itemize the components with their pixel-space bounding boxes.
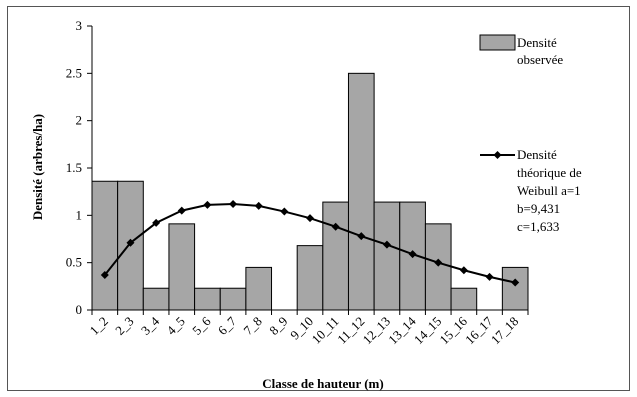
weibull-point — [100, 270, 109, 279]
bar-6_7 — [219, 287, 247, 311]
legend-label-weibull: théorique de — [517, 165, 582, 180]
weibull-point — [511, 278, 520, 287]
legend-label-weibull: Densité — [517, 147, 557, 162]
weibull-point — [126, 238, 135, 247]
y-tick-label: 0.5 — [66, 255, 82, 270]
weibull-point — [229, 199, 238, 208]
bars — [91, 72, 529, 311]
weibull-point — [280, 207, 289, 216]
x-tick-label: 4_5 — [163, 314, 187, 338]
x-tick-label: 5_6 — [189, 313, 214, 338]
bar-9_10 — [296, 245, 324, 311]
x-tick-label: 15_16 — [436, 313, 470, 347]
y-tick-label: 1.5 — [66, 160, 82, 175]
weibull-point — [459, 266, 468, 275]
bar-12_13 — [373, 201, 401, 311]
legend-label-weibull: b=9,431 — [517, 201, 560, 216]
x-tick-label: 1_2 — [87, 314, 111, 338]
legend-label-weibull: Weibull a=1 — [517, 183, 581, 198]
x-tick-label: 8_9 — [266, 314, 290, 338]
x-tick-label: 16_17 — [462, 313, 496, 347]
bar-7_8 — [245, 266, 273, 311]
weibull-point — [357, 232, 366, 241]
bar-17_18 — [501, 266, 529, 311]
x-tick-label: 3_4 — [138, 313, 163, 338]
bar-5_6 — [194, 287, 221, 311]
weibull-point — [306, 214, 314, 223]
bar-14_15 — [424, 223, 452, 311]
bar-1_2 — [91, 180, 119, 311]
x-tick-label: 6_7 — [215, 313, 240, 338]
y-axis: 0 0.5 1 1.5 2 2.5 3 — [66, 18, 93, 317]
weibull-point — [152, 218, 161, 227]
bar-10_11 — [322, 201, 349, 311]
weibull-point — [408, 250, 417, 259]
x-tick-label: 12_13 — [359, 314, 393, 348]
x-tick-label: 10_11 — [309, 314, 342, 347]
weibull-curve — [100, 199, 520, 287]
x-tick-label: 2_3 — [112, 314, 136, 338]
weibull-point — [382, 240, 391, 249]
x-tick-label: 14_15 — [411, 314, 445, 348]
legend: Densité observée Densité théorique de Weibul… — [479, 34, 582, 234]
weibull-point — [177, 206, 186, 215]
weibull-point — [203, 200, 212, 209]
y-tick-label: 2 — [76, 113, 83, 128]
x-tick-label: 11_12 — [334, 314, 367, 347]
weibull-point — [254, 201, 263, 210]
x-tick-label: 13_14 — [385, 313, 419, 347]
y-tick-label: 1 — [76, 207, 83, 222]
y-tick-label: 3 — [76, 18, 83, 33]
x-axis-title: Classe de hauteur (m) — [262, 376, 383, 391]
y-axis-title: Densité (arbres/ha) — [30, 114, 45, 220]
legend-marker-weibull — [493, 151, 502, 159]
legend-label-observed: Densité — [517, 35, 557, 50]
bar-15_16 — [450, 287, 478, 311]
bar-4_5 — [168, 223, 196, 311]
legend-label-weibull: c=1,633 — [517, 219, 559, 234]
weibull-point — [485, 272, 494, 281]
bar-11_12 — [347, 72, 375, 311]
x-tick-label: 7_8 — [240, 314, 264, 338]
weibull-point — [434, 258, 443, 267]
x-tick-label: 17_18 — [488, 314, 522, 348]
y-tick-label: 0 — [76, 302, 83, 317]
weibull-point — [331, 222, 340, 231]
legend-swatch-observed — [479, 34, 516, 51]
legend-label-observed: observée — [517, 52, 563, 67]
y-tick-label: 2.5 — [66, 65, 82, 80]
x-axis: 1_2 2_3 3_4 4_5 5_6 6_7 7_8 8_99_1010_1111_1212… — [87, 309, 529, 348]
bar-3_4 — [142, 287, 170, 311]
